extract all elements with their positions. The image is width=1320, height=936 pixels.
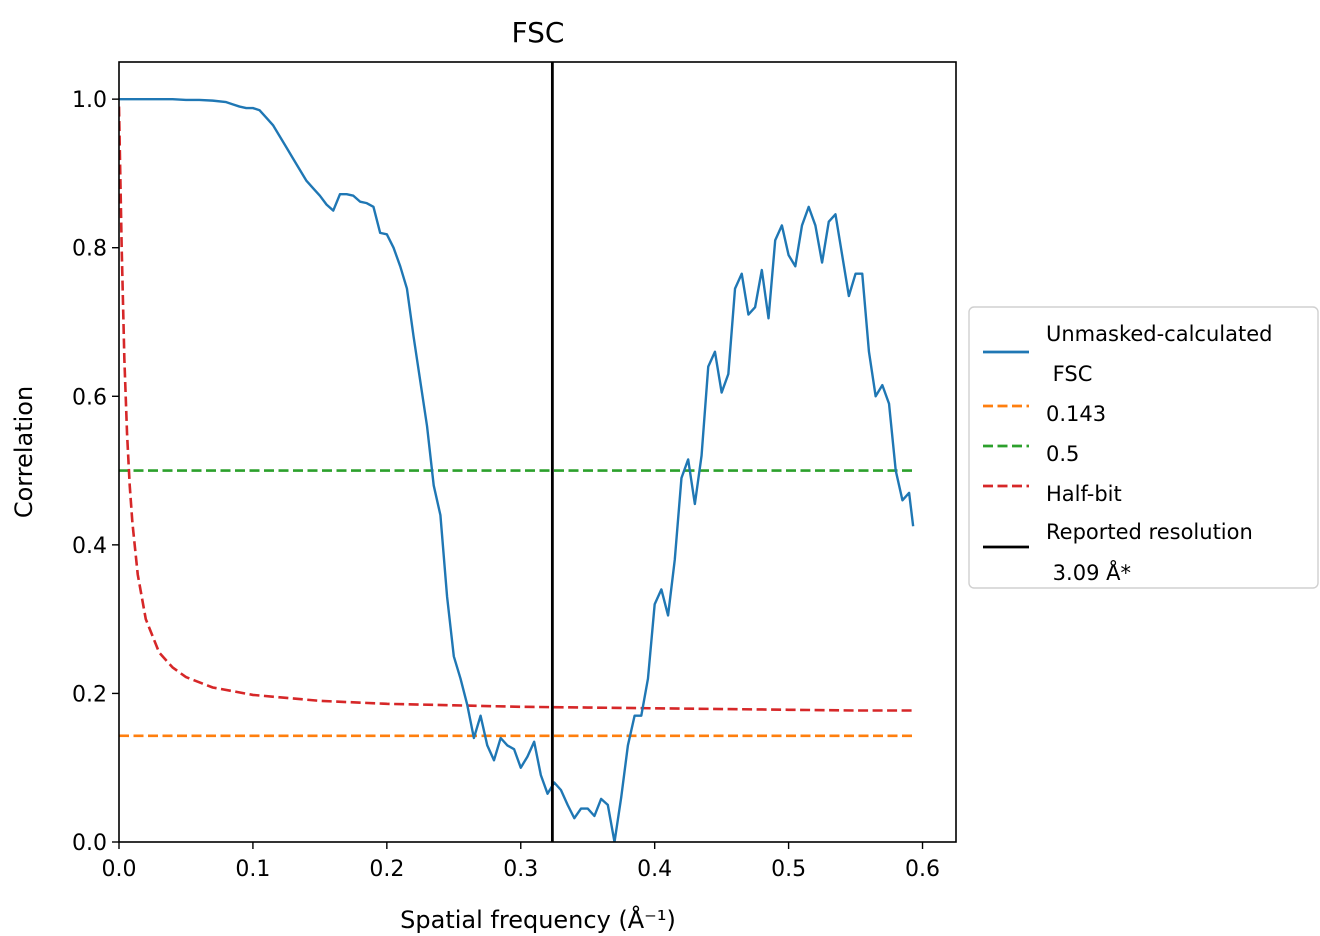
legend-label: 3.09 Å* — [1046, 559, 1131, 585]
y-tick-label: 0.4 — [72, 534, 107, 559]
half-bit-line — [119, 106, 914, 712]
legend-item-fsc: Unmasked-calculated FSC — [983, 322, 1272, 386]
y-tick-label: 1.0 — [72, 88, 107, 113]
legend-label: FSC — [1046, 362, 1092, 386]
x-axis: 0.0 0.1 0.2 0.3 0.4 0.5 0.6 — [102, 842, 940, 882]
legend-label: Unmasked-calculated — [1046, 322, 1272, 346]
legend-item-05: 0.5 — [983, 442, 1079, 466]
legend-item-half-bit: Half-bit — [983, 482, 1122, 506]
legend-box — [968, 306, 1319, 589]
legend: Unmasked-calculated FSC 0.143 0.5 Half-bit R… — [968, 306, 1319, 589]
legend-label: Half-bit — [1046, 482, 1122, 506]
y-tick-label: 0.2 — [72, 682, 107, 707]
chart-title: FSC — [512, 16, 565, 49]
x-tick-label: 0.3 — [503, 857, 538, 882]
legend-label: 0.5 — [1046, 442, 1079, 466]
fsc-series-line — [119, 97, 915, 842]
x-tick-label: 0.6 — [905, 857, 940, 882]
y-tick-label: 0.6 — [72, 385, 107, 410]
legend-item-0143: 0.143 — [983, 402, 1106, 426]
y-axis: 0.0 0.2 0.4 0.6 0.8 1.0 — [72, 88, 119, 856]
x-tick-label: 0.5 — [771, 857, 806, 882]
x-tick-label: 0.1 — [235, 857, 270, 882]
y-axis-label: Correlation — [10, 386, 38, 518]
legend-item-reported-resolution: Reported resolution 3.09 Å* — [983, 520, 1253, 585]
legend-label: 0.143 — [1046, 402, 1106, 426]
x-axis-label: Spatial frequency (Å⁻¹) — [400, 905, 676, 934]
x-tick-label: 0.0 — [102, 857, 137, 882]
plot-area — [119, 62, 915, 842]
plot-frame — [118, 61, 957, 843]
y-tick-label: 0.8 — [72, 237, 107, 262]
y-tick-label: 0.0 — [72, 831, 107, 856]
x-tick-label: 0.2 — [369, 857, 404, 882]
legend-label: Reported resolution — [1046, 520, 1253, 544]
x-tick-label: 0.4 — [637, 857, 672, 882]
